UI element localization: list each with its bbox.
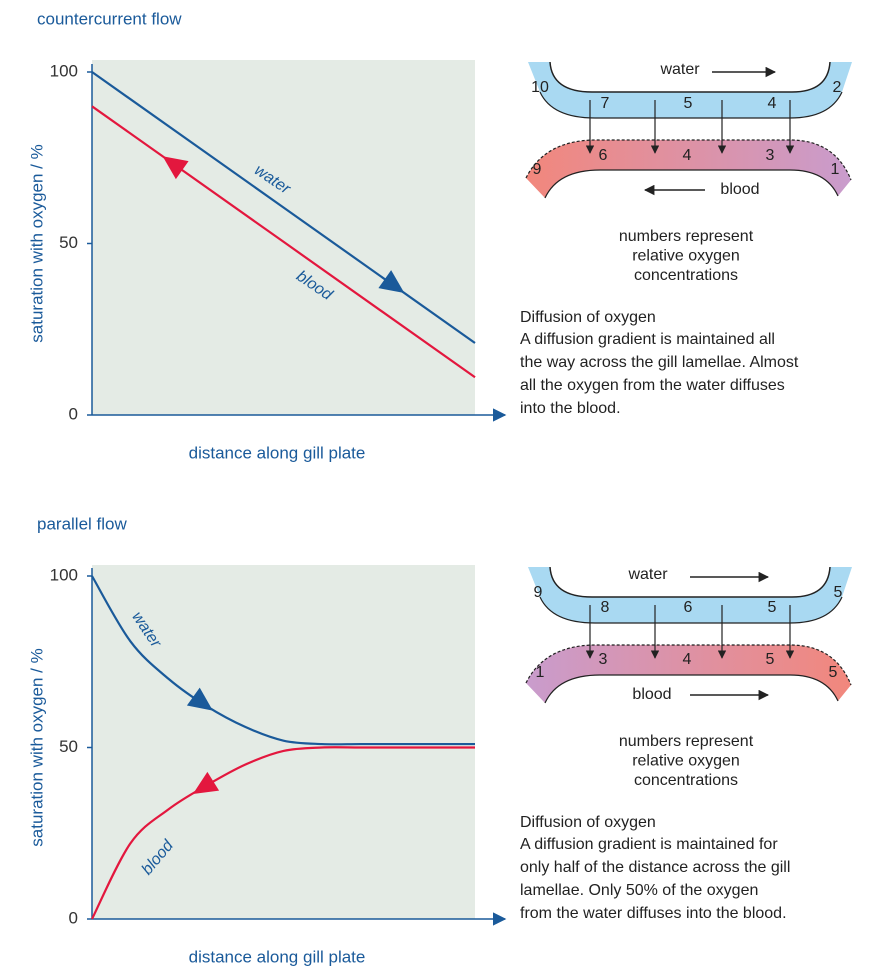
description: lamellae. Only 50% of the oxygen — [520, 882, 758, 899]
caption: concentrations — [634, 772, 738, 789]
water-number: 2 — [833, 79, 842, 96]
y-axis-label: saturation with oxygen / % — [27, 648, 46, 846]
blood-number: 9 — [533, 161, 542, 178]
blood-number: 5 — [766, 651, 775, 668]
water-number: 5 — [834, 584, 843, 601]
water-channel-edge — [550, 567, 830, 597]
caption: numbers represent — [619, 733, 754, 750]
water-number: 10 — [531, 79, 549, 96]
x-axis-label: distance along gill plate — [189, 443, 366, 462]
description: A diffusion gradient is maintained for — [520, 836, 778, 853]
blood-label: blood — [720, 181, 759, 198]
description: only half of the distance across the gil… — [520, 859, 790, 876]
water-label: water — [659, 61, 700, 78]
y-axis-label: saturation with oxygen / % — [27, 144, 46, 342]
panel-title: parallel flow — [37, 514, 127, 533]
caption: relative oxygen — [632, 248, 740, 265]
y-tick-label: 50 — [59, 233, 78, 252]
y-tick-label: 0 — [69, 908, 78, 927]
caption: relative oxygen — [632, 753, 740, 770]
blood-channel-edge — [545, 675, 838, 703]
blood-number: 4 — [683, 651, 692, 668]
gill-diagram: water blood 9 8 6 5 5 1 3 4 5 5 numbers represent rel… — [520, 566, 852, 922]
description: A diffusion gradient is maintained all — [520, 331, 775, 348]
heading: Diffusion of oxygen — [520, 309, 656, 326]
water-number: 5 — [768, 599, 777, 616]
water-number: 7 — [601, 95, 610, 112]
blood-channel-edge — [545, 170, 838, 198]
y-tick-label: 100 — [50, 565, 78, 584]
blood-number: 1 — [831, 161, 840, 178]
y-tick-label: 50 — [59, 737, 78, 756]
blood-number: 4 — [683, 147, 692, 164]
water-number: 6 — [684, 599, 693, 616]
blood-number: 6 — [599, 147, 608, 164]
panel-title: countercurrent flow — [37, 9, 182, 28]
gill-diagram: water blood 10 7 5 4 2 9 6 4 3 1 numbers represent re… — [520, 61, 852, 417]
blood-number: 1 — [536, 664, 545, 681]
water-number: 8 — [601, 599, 610, 616]
caption: numbers represent — [619, 228, 754, 245]
description: into the blood. — [520, 400, 621, 417]
y-tick-label: 100 — [50, 61, 78, 80]
figure: countercurrent flow050100saturation with… — [0, 0, 877, 968]
water-label: water — [627, 566, 668, 583]
heading: Diffusion of oxygen — [520, 814, 656, 831]
x-axis-label: distance along gill plate — [189, 947, 366, 966]
water-number: 4 — [768, 95, 777, 112]
description: the way across the gill lamellae. Almost — [520, 354, 799, 371]
blood-number: 3 — [599, 651, 608, 668]
caption: concentrations — [634, 267, 738, 284]
blood-number: 3 — [766, 147, 775, 164]
blood-number: 5 — [829, 664, 838, 681]
description: all the oxygen from the water diffuses — [520, 377, 785, 394]
y-tick-label: 0 — [69, 404, 78, 423]
water-number: 5 — [684, 95, 693, 112]
description: from the water diffuses into the blood. — [520, 905, 787, 922]
water-number: 9 — [534, 584, 543, 601]
blood-label: blood — [632, 686, 671, 703]
page: countercurrent flow050100saturation with… — [0, 0, 877, 968]
